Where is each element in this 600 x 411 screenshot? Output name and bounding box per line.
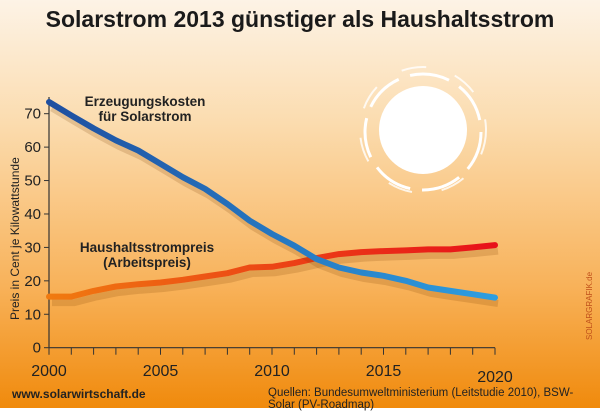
x-tick-label: 2000: [31, 363, 67, 380]
series-label-line: Erzeugungskosten: [85, 94, 206, 109]
series-label-solar: Erzeugungskosten für Solarstrom: [85, 94, 206, 124]
x-tick-label: 2020: [477, 369, 513, 386]
y-tick-label: 50: [24, 173, 41, 190]
series-label-line: (Arbeitspreis): [103, 255, 191, 270]
x-tick-label: 2015: [366, 363, 402, 380]
y-axis-label: Preis in Cent je Kilowattstunde: [8, 157, 22, 320]
series-label-line: Haushaltsstrompreis: [80, 240, 214, 255]
watermark: SOLARGRAFIK.de: [585, 272, 594, 340]
y-tick-label: 20: [24, 273, 41, 290]
y-tick-label: 60: [24, 139, 41, 156]
y-tick-label: 70: [24, 106, 41, 123]
sun-icon: [360, 67, 486, 193]
sources-note: Quellen: Bundesumweltministerium (Leitst…: [268, 387, 600, 411]
y-tick-label: 30: [24, 239, 41, 256]
y-tick-label: 10: [24, 306, 41, 323]
y-tick-label: 40: [24, 206, 41, 223]
x-tick-label: 2005: [143, 363, 179, 380]
y-tick-label: 0: [33, 340, 41, 357]
x-tick-label: 2010: [254, 363, 290, 380]
series-label-household: Haushaltsstrompreis (Arbeitspreis): [80, 240, 214, 270]
website-link[interactable]: www.solarwirtschaft.de: [12, 387, 146, 401]
series-label-line: für Solarstrom: [98, 109, 191, 124]
